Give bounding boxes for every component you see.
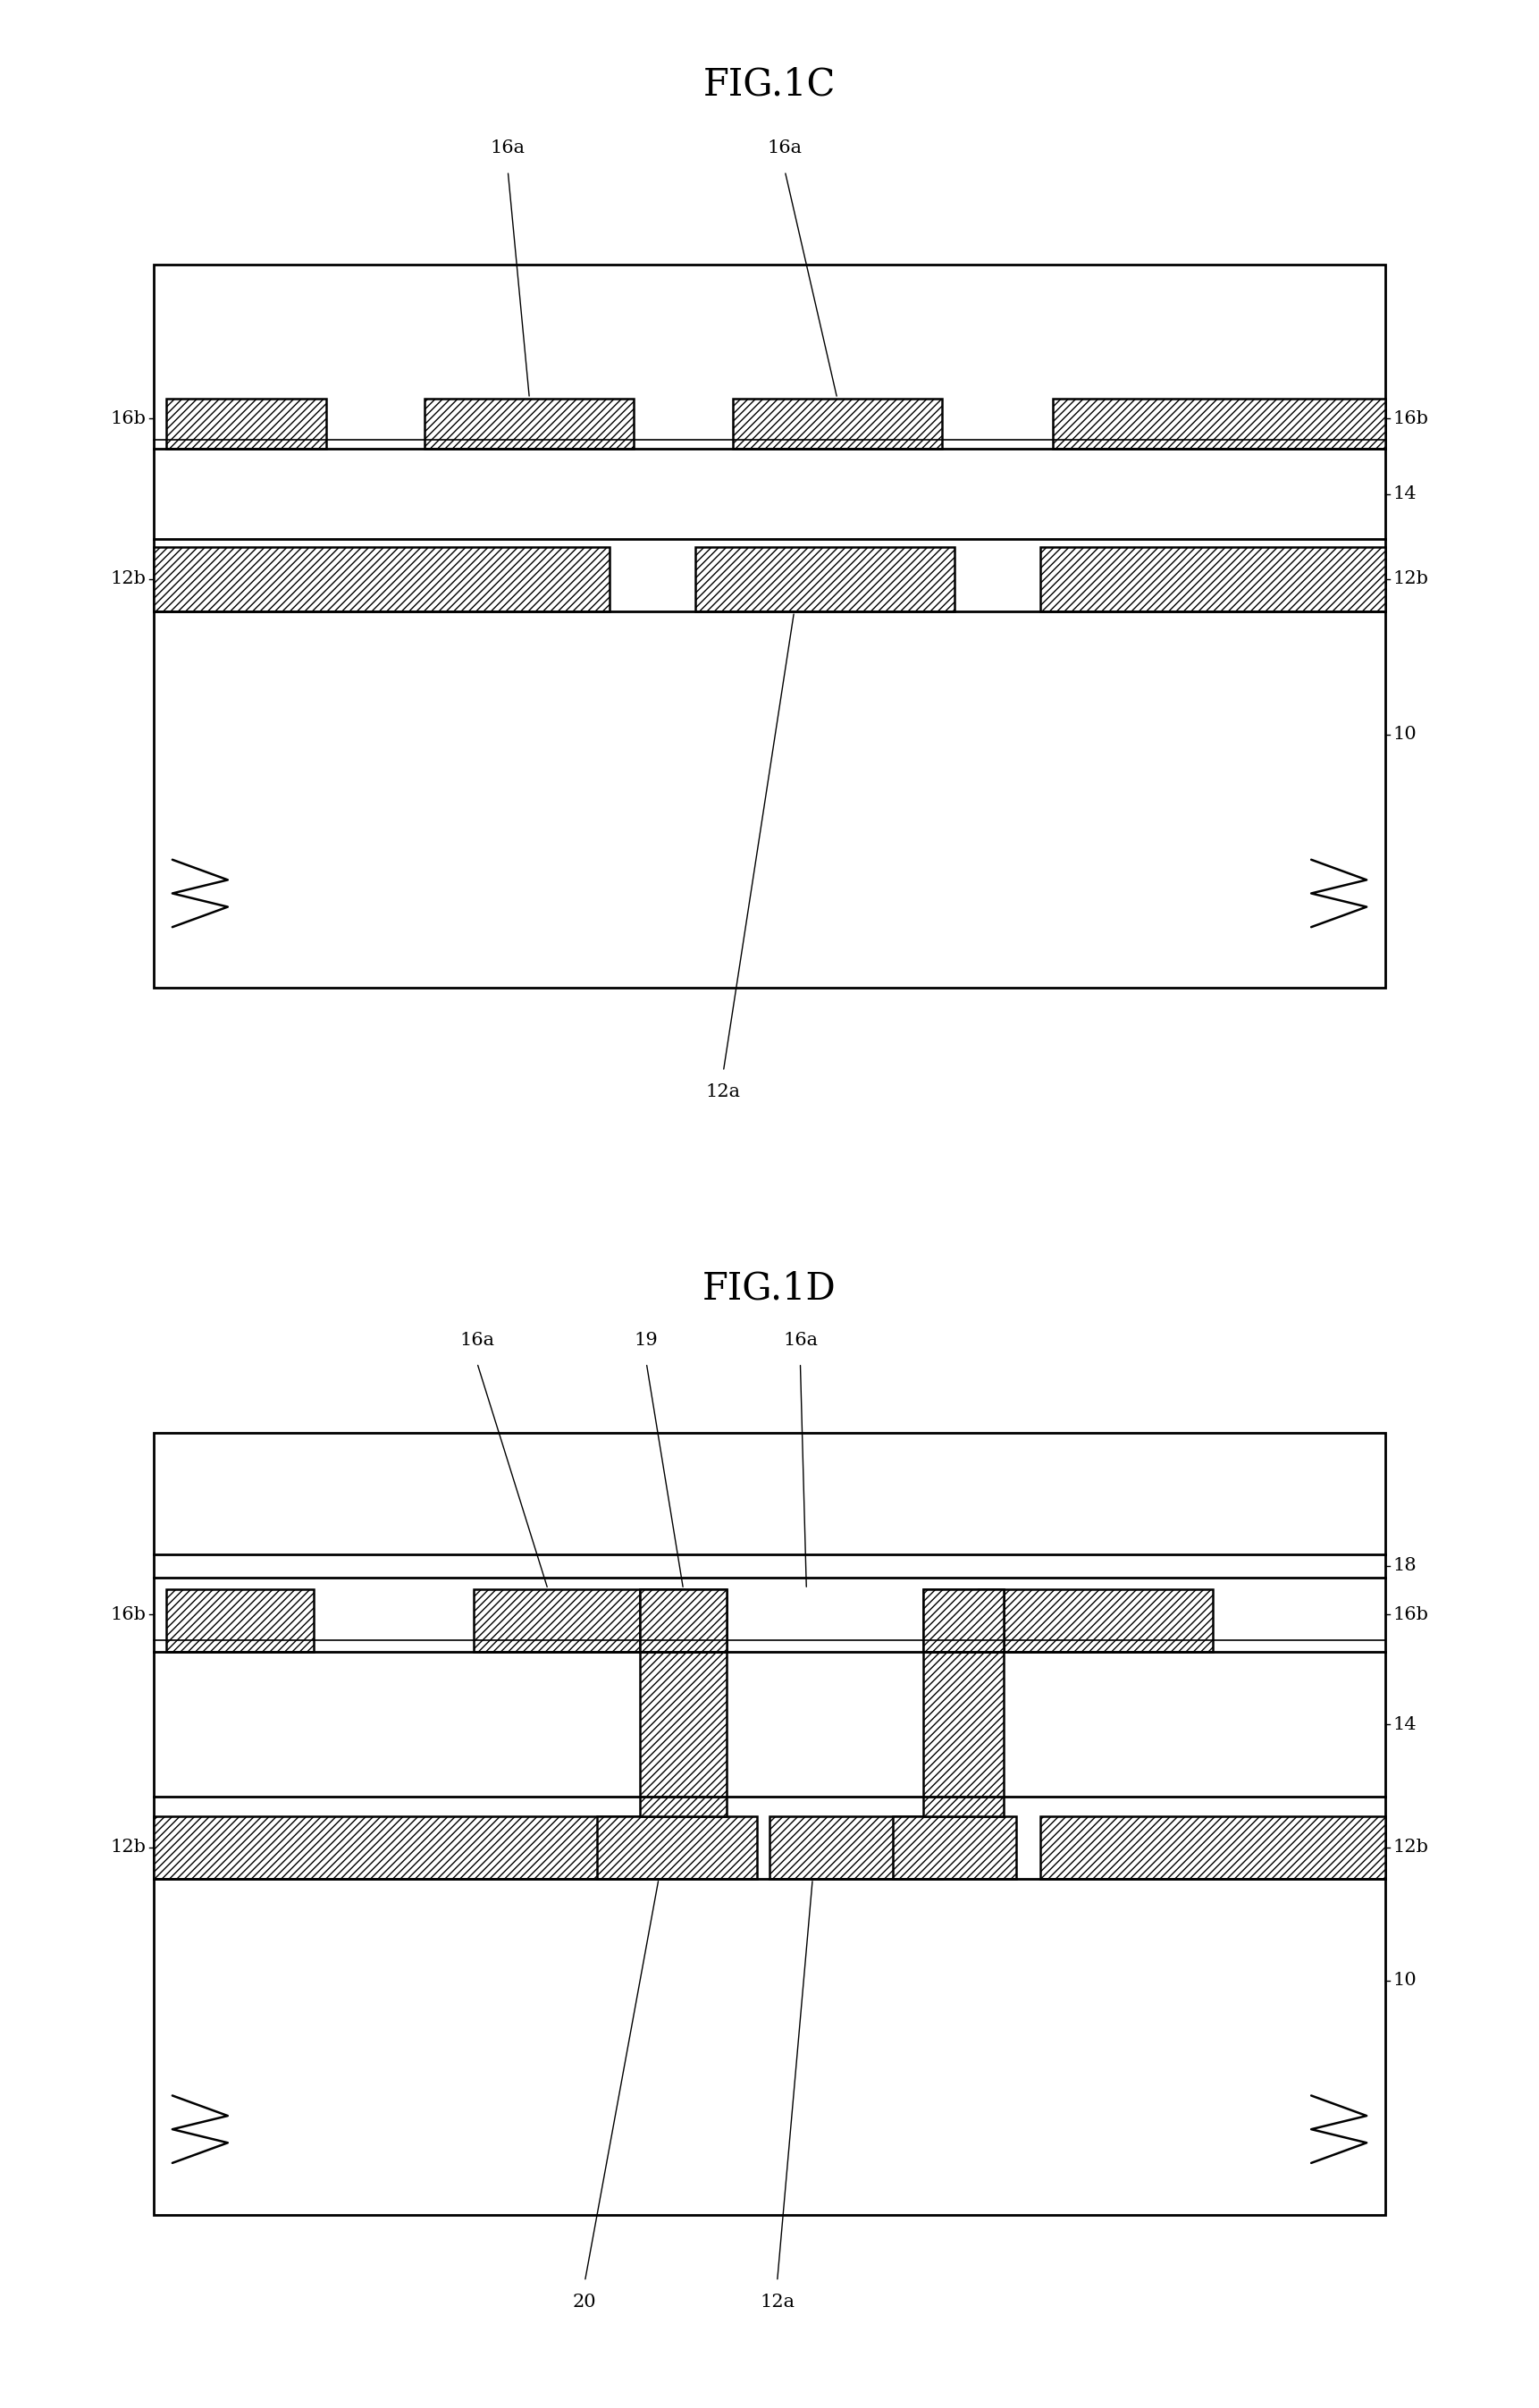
Bar [1040,1816,1385,1878]
Bar [733,397,942,448]
Text: 16a: 16a [491,140,525,157]
Bar [893,1816,1016,1878]
Text: 12a: 12a [760,2292,794,2312]
Text: 14: 14 [1393,1717,1416,1734]
Text: 16a: 16a [783,1332,817,1348]
Bar [696,547,954,612]
Text: 20: 20 [573,2292,597,2312]
Text: 12a: 12a [706,1084,740,1100]
Bar [474,1589,683,1652]
Text: 12b: 12b [111,571,146,588]
Text: 12b: 12b [1393,571,1428,588]
Text: 10: 10 [1393,1972,1417,1989]
Text: 16b: 16b [111,409,146,426]
Text: FIG.1C: FIG.1C [703,65,836,104]
Text: 14: 14 [1393,486,1416,503]
Text: FIG.1D: FIG.1D [703,1269,836,1308]
Bar [923,1589,1003,1816]
Bar [154,1816,646,1878]
Bar [166,397,326,448]
Text: 16a: 16a [460,1332,494,1348]
Bar [425,397,634,448]
Text: 19: 19 [634,1332,659,1348]
Bar [640,1589,726,1652]
Text: 18: 18 [1393,1558,1416,1575]
Text: 16a: 16a [768,140,802,157]
Text: 12b: 12b [1393,1840,1428,1857]
Text: 16b: 16b [111,1606,146,1623]
Bar [154,265,1385,987]
Bar [154,1433,1385,2215]
Bar [154,547,609,612]
Text: 12b: 12b [111,1840,146,1857]
Text: 16b: 16b [1393,1606,1428,1623]
Bar [979,1589,1213,1652]
Bar [597,1816,757,1878]
Bar [166,1589,314,1652]
Bar [1053,397,1385,448]
Bar [1040,547,1385,612]
Bar [640,1589,726,1816]
Text: 16b: 16b [1393,409,1428,426]
Bar [923,1589,1003,1652]
Bar [770,1816,942,1878]
Text: 10: 10 [1393,725,1417,744]
